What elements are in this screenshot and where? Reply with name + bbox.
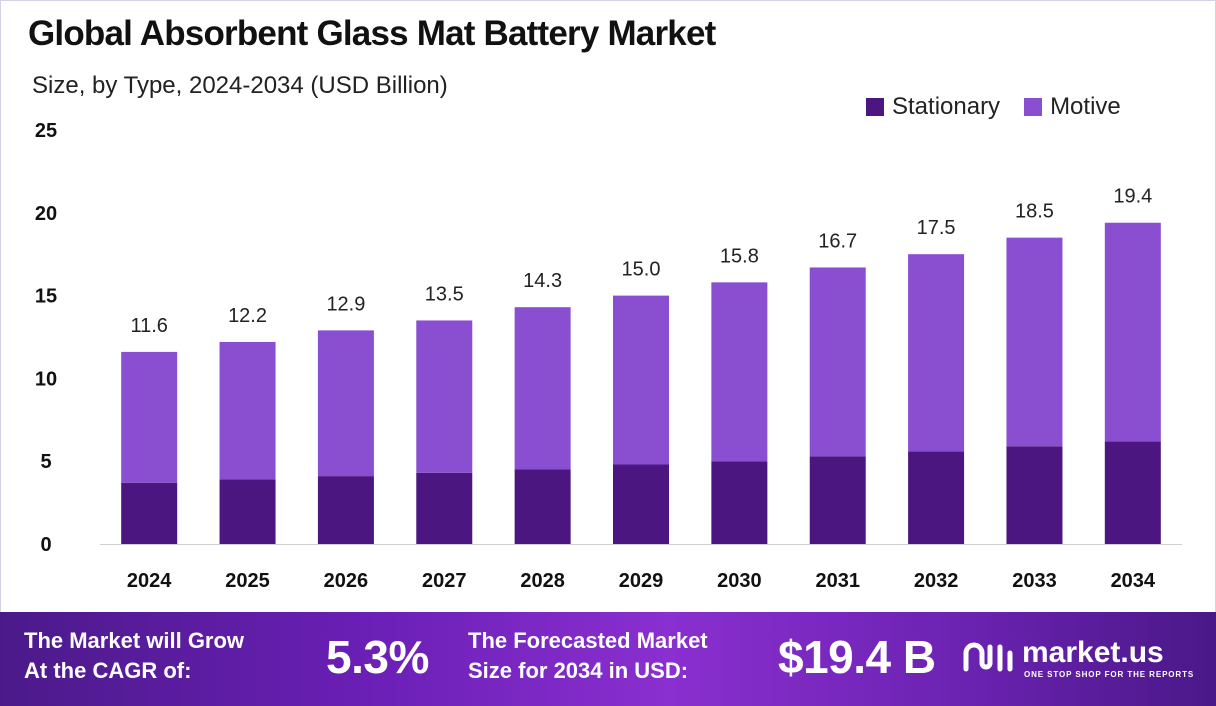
legend-label-motive: Motive bbox=[1050, 93, 1121, 120]
data-label-2033: 18.5 bbox=[1015, 201, 1054, 223]
bar-stationary-2030 bbox=[711, 461, 768, 544]
bar-stationary-2033 bbox=[1006, 446, 1063, 544]
x-tick-label-2030: 2030 bbox=[717, 570, 762, 592]
bar-stationary-2025 bbox=[219, 479, 276, 544]
forecast-label: The Forecasted Market Size for 2034 in U… bbox=[468, 626, 708, 686]
y-tick-label: 0 bbox=[40, 534, 51, 556]
summary-banner: The Market will Grow At the CAGR of: 5.3… bbox=[0, 612, 1216, 706]
cagr-label-line2: At the CAGR of: bbox=[24, 658, 192, 683]
data-label-2031: 16.7 bbox=[818, 230, 857, 252]
chart-subtitle: Size, by Type, 2024-2034 (USD Billion) bbox=[32, 72, 448, 99]
bar-stationary-2028 bbox=[514, 469, 571, 544]
data-label-2030: 15.8 bbox=[720, 245, 759, 267]
data-label-2029: 15.0 bbox=[622, 259, 661, 281]
cagr-value: 5.3% bbox=[326, 631, 429, 683]
legend-label-stationary: Stationary bbox=[892, 93, 1001, 120]
legend-swatch-motive bbox=[1024, 98, 1043, 116]
x-tick-label-2029: 2029 bbox=[619, 570, 664, 592]
forecast-value: $19.4 B bbox=[778, 631, 936, 683]
bar-motive-2025 bbox=[219, 341, 276, 480]
logo-tagline: ONE STOP SHOP FOR THE REPORTS bbox=[1024, 670, 1195, 679]
forecast-label-line2: Size for 2034 in USD: bbox=[468, 658, 689, 683]
bar-chart: 051015202511.6202412.2202512.9202613.520… bbox=[35, 120, 1182, 592]
x-tick-label-2031: 2031 bbox=[815, 570, 860, 592]
bar-stationary-2029 bbox=[613, 464, 669, 544]
bar-stationary-2034 bbox=[1104, 441, 1161, 544]
data-label-2027: 13.5 bbox=[425, 283, 464, 305]
x-tick-label-2034: 2034 bbox=[1111, 570, 1156, 592]
x-tick-label-2033: 2033 bbox=[1012, 570, 1057, 592]
bar-motive-2028 bbox=[514, 307, 571, 470]
bar-motive-2034 bbox=[1104, 222, 1161, 442]
legend-swatch-stationary bbox=[866, 98, 884, 116]
bar-motive-2032 bbox=[908, 254, 965, 452]
y-tick-label: 10 bbox=[35, 368, 57, 390]
market-us-logo-icon bbox=[963, 642, 1013, 672]
y-tick-label: 20 bbox=[35, 203, 57, 225]
legend-item-stationary: Stationary bbox=[866, 93, 1000, 121]
data-label-2028: 14.3 bbox=[523, 270, 562, 292]
x-tick-label-2028: 2028 bbox=[520, 570, 565, 592]
bar-motive-2031 bbox=[809, 267, 866, 457]
y-tick-label: 25 bbox=[35, 120, 57, 142]
x-tick-label-2024: 2024 bbox=[127, 570, 172, 592]
bar-motive-2026 bbox=[317, 330, 374, 477]
cagr-label: The Market will Grow At the CAGR of: bbox=[24, 626, 244, 686]
data-label-2024: 11.6 bbox=[130, 315, 167, 337]
x-tick-label-2026: 2026 bbox=[324, 570, 369, 592]
bar-motive-2024 bbox=[121, 351, 178, 483]
data-label-2034: 19.4 bbox=[1113, 186, 1152, 208]
data-label-2025: 12.2 bbox=[228, 305, 267, 327]
bar-stationary-2026 bbox=[317, 476, 374, 544]
cagr-label-line1: The Market will Grow bbox=[24, 628, 245, 653]
chart-title: Global Absorbent Glass Mat Battery Marke… bbox=[28, 14, 716, 53]
x-tick-label-2032: 2032 bbox=[914, 570, 959, 592]
bar-stationary-2031 bbox=[809, 456, 866, 544]
y-tick-label: 15 bbox=[35, 286, 57, 308]
bar-motive-2033 bbox=[1006, 237, 1063, 447]
legend-item-motive: Motive bbox=[1024, 93, 1121, 121]
legend: Stationary Motive bbox=[866, 93, 1145, 121]
x-tick-label-2027: 2027 bbox=[422, 570, 467, 592]
data-label-2026: 12.9 bbox=[326, 293, 365, 315]
y-tick-label: 5 bbox=[40, 451, 51, 473]
x-tick-label-2025: 2025 bbox=[225, 570, 270, 592]
logo-text: market.us bbox=[1022, 636, 1164, 669]
bar-stationary-2032 bbox=[908, 451, 965, 544]
bar-stationary-2027 bbox=[416, 472, 473, 544]
bar-motive-2030 bbox=[711, 282, 768, 462]
data-label-2032: 17.5 bbox=[917, 217, 956, 239]
bar-motive-2027 bbox=[416, 320, 473, 473]
bar-motive-2029 bbox=[613, 295, 669, 465]
bar-stationary-2024 bbox=[121, 482, 178, 544]
forecast-label-line1: The Forecasted Market bbox=[468, 628, 708, 653]
